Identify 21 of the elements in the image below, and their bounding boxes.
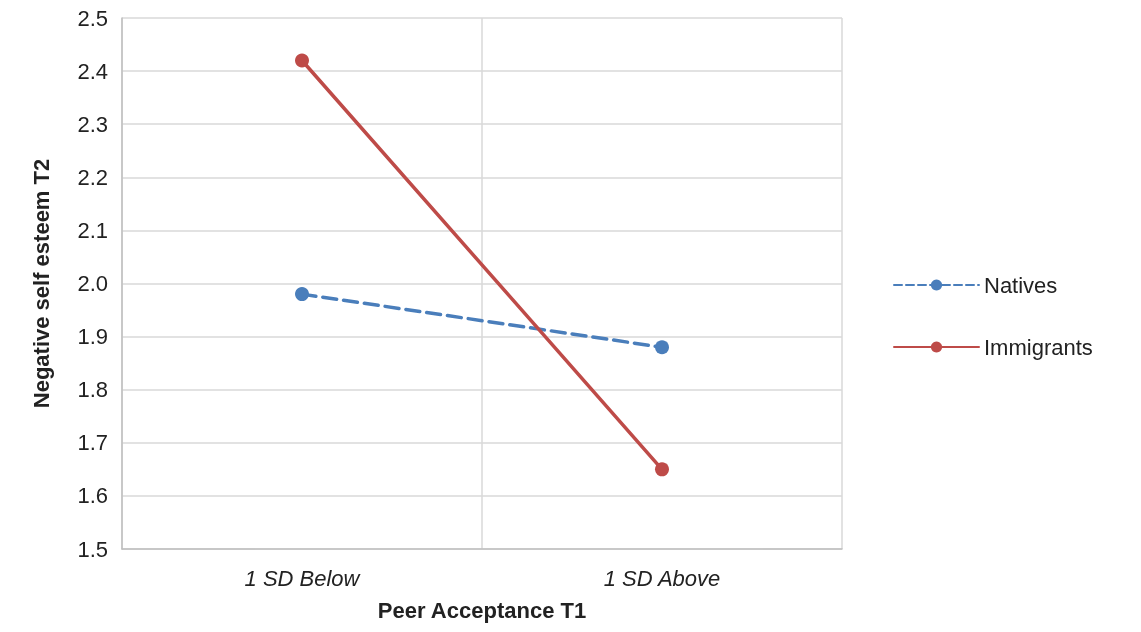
point [295, 53, 309, 68]
point [655, 340, 669, 355]
x-tick-label: 1 SD Above [603, 565, 721, 591]
point [295, 287, 309, 302]
y-tick-label: 1.9 [77, 324, 108, 350]
point [655, 462, 669, 477]
y-tick-label: 2.4 [77, 58, 108, 84]
y-axis-title: Negative self esteem T2 [28, 158, 54, 409]
y-tick-label: 2.0 [77, 271, 108, 296]
y-tick-label: 2.2 [77, 164, 108, 190]
y-tick-label: 1.5 [77, 536, 108, 562]
legend-label: Immigrants [984, 334, 1093, 360]
x-tick-label: 1 SD Below [244, 565, 362, 591]
y-tick-label: 2.3 [77, 111, 108, 137]
y-tick-label: 1.7 [77, 430, 108, 456]
y-tick-label: 2.5 [77, 5, 108, 31]
y-tick-label: 2.1 [77, 217, 108, 243]
y-tick-label: 1.6 [77, 483, 108, 509]
legend-label: Natives [984, 272, 1058, 298]
y-tick-label: 1.8 [77, 377, 108, 403]
x-axis-title: Peer Acceptance T1 [377, 597, 587, 623]
